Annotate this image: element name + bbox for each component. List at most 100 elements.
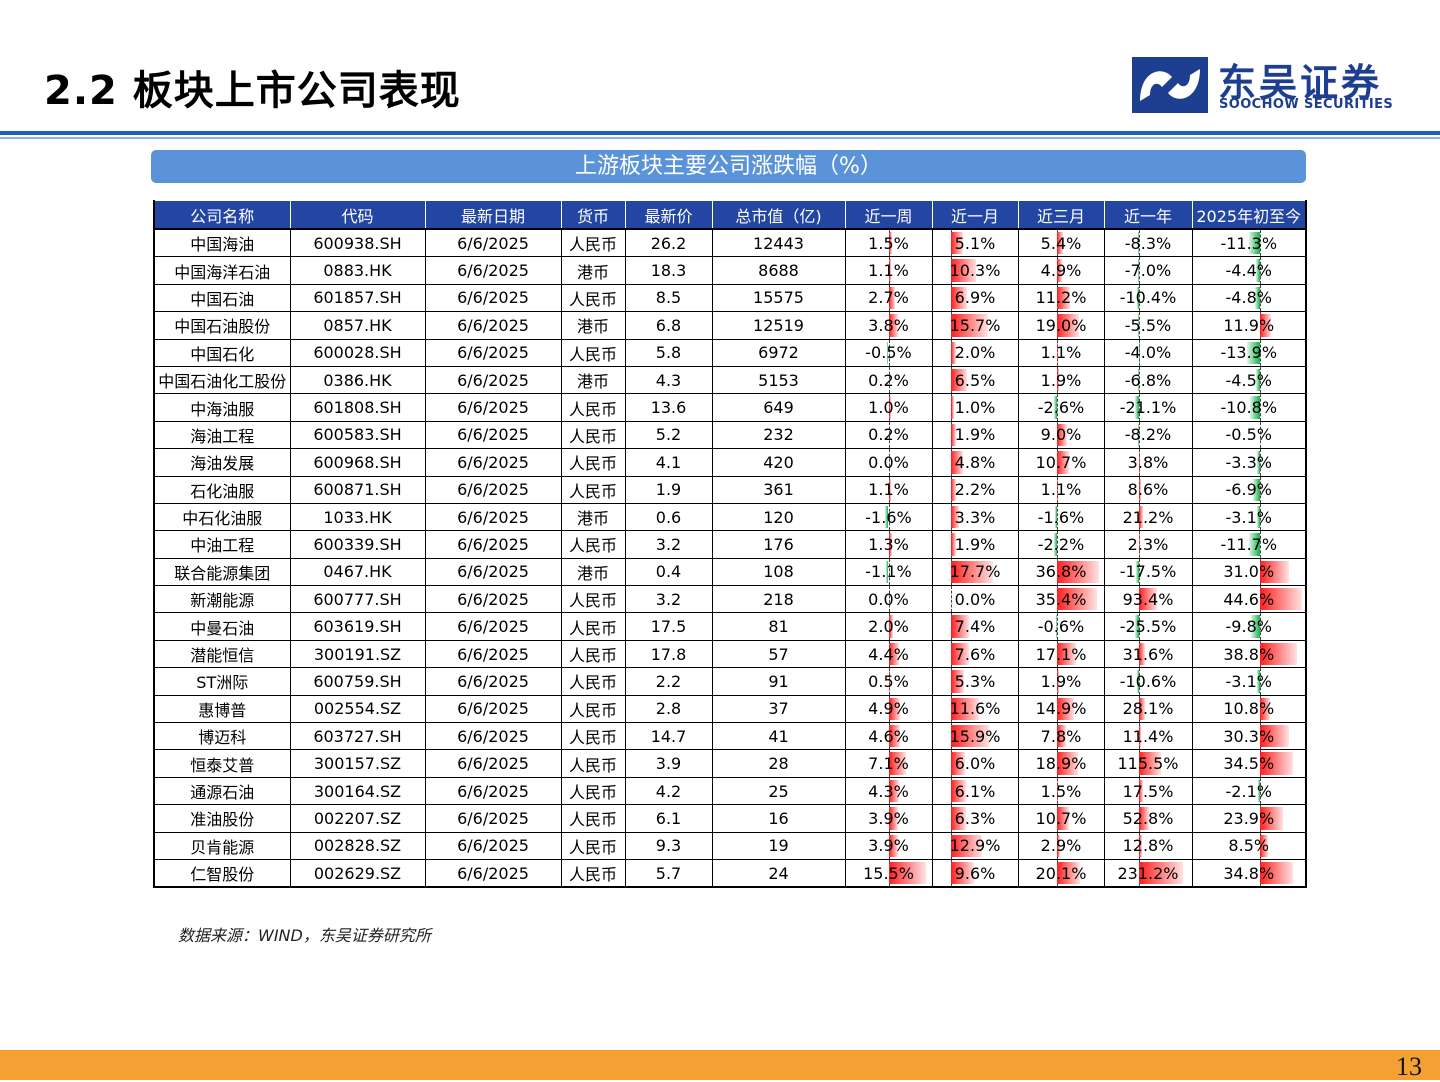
table-cell: 14.7	[625, 723, 712, 750]
table-cell: 232	[712, 421, 845, 448]
table-cell: 6/6/2025	[425, 723, 561, 750]
cell-value: 1.0%	[868, 398, 909, 417]
cell-value: 18.9%	[1036, 754, 1087, 773]
cell-value: 6.0%	[955, 754, 996, 773]
table-cell: 600968.SH	[290, 449, 425, 476]
cell-value: 7.1%	[868, 754, 909, 773]
cell-value: 1.9%	[1041, 672, 1082, 691]
table-cell: 0.0%	[845, 449, 932, 476]
table-cell: 93.4%	[1104, 586, 1192, 613]
cell-value: 0.0%	[955, 590, 996, 609]
table-cell: 6/6/2025	[425, 777, 561, 804]
table-cell: 1.9%	[1018, 668, 1104, 695]
table-cell: 20.1%	[1018, 859, 1104, 887]
table-cell: 港币	[561, 558, 625, 585]
table-cell: 6/6/2025	[425, 503, 561, 530]
table-cell: 人民币	[561, 805, 625, 832]
cell-value: -1.6%	[1038, 508, 1084, 527]
table-cell: 6/6/2025	[425, 750, 561, 777]
table-cell: 36.8%	[1018, 558, 1104, 585]
table-cell: -21.1%	[1104, 394, 1192, 421]
table-cell: -17.5%	[1104, 558, 1192, 585]
table-cell: 6/6/2025	[425, 312, 561, 339]
table-cell: 6.5%	[932, 366, 1018, 393]
table-cell: 6/6/2025	[425, 339, 561, 366]
table-cell: 1.1%	[845, 257, 932, 284]
table-cell: 601808.SH	[290, 394, 425, 421]
table-cell: 5153	[712, 366, 845, 393]
cell-value: 93.4%	[1123, 590, 1174, 609]
table-cell: 18.9%	[1018, 750, 1104, 777]
cell-value: -6.9%	[1226, 480, 1272, 499]
table-cell: 人民币	[561, 476, 625, 503]
table-cell: 600777.SH	[290, 586, 425, 613]
cell-value: 4.9%	[1041, 261, 1082, 280]
cell-value: -3.3%	[1226, 453, 1272, 472]
table-cell: 海油工程	[154, 421, 290, 448]
table-cell: 0857.HK	[290, 312, 425, 339]
table-cell: -3.3%	[1192, 449, 1306, 476]
table-cell: 0.0%	[932, 586, 1018, 613]
cell-value: 1.9%	[1041, 371, 1082, 390]
cell-value: 44.6%	[1223, 590, 1274, 609]
cell-value: 17.5%	[1123, 782, 1174, 801]
table-cell: 300191.SZ	[290, 640, 425, 667]
table-cell: 人民币	[561, 531, 625, 558]
table-cell: 4.9%	[1018, 257, 1104, 284]
table-cell: 准油股份	[154, 805, 290, 832]
cell-value: 1.1%	[868, 261, 909, 280]
table-cell: 9.3	[625, 832, 712, 859]
cell-value: 6.3%	[955, 809, 996, 828]
cell-value: -13.9%	[1220, 343, 1277, 362]
cell-value: 19.0%	[1036, 316, 1087, 335]
table-cell: 联合能源集团	[154, 558, 290, 585]
cell-value: 15.7%	[950, 316, 1001, 335]
table-cell: 6/6/2025	[425, 394, 561, 421]
table-cell: 0.0%	[845, 586, 932, 613]
cell-value: 10.7%	[1036, 809, 1087, 828]
cell-value: 34.8%	[1223, 864, 1274, 883]
cell-value: 10.7%	[1036, 453, 1087, 472]
table-cell: 3.2	[625, 586, 712, 613]
table-cell: 3.8%	[1104, 449, 1192, 476]
table-cell: -10.4%	[1104, 284, 1192, 311]
table-cell: 15575	[712, 284, 845, 311]
table-cell: -2.6%	[1018, 394, 1104, 421]
table-cell: 6/6/2025	[425, 449, 561, 476]
table-cell: 人民币	[561, 229, 625, 257]
cell-value: -17.5%	[1120, 562, 1177, 581]
cell-value: 11.2%	[1036, 288, 1087, 307]
header-divider	[0, 131, 1440, 135]
table-cell: 2.0%	[932, 339, 1018, 366]
cell-value: 11.4%	[1123, 727, 1174, 746]
table-cell: 9.0%	[1018, 421, 1104, 448]
table-cell: 中国石油	[154, 284, 290, 311]
table-cell: 6.1%	[932, 777, 1018, 804]
table-cell: 人民币	[561, 613, 625, 640]
cell-value: 4.6%	[868, 727, 909, 746]
cell-value: 23.9%	[1223, 809, 1274, 828]
cell-value: 1.5%	[1041, 782, 1082, 801]
cell-value: 7.4%	[955, 617, 996, 636]
table-cell: 3.9%	[845, 832, 932, 859]
table-cell: 4.4%	[845, 640, 932, 667]
table-cell: 人民币	[561, 394, 625, 421]
table-cell: 4.6%	[845, 723, 932, 750]
cell-value: -0.6%	[1038, 617, 1084, 636]
cell-value: 1.1%	[868, 480, 909, 499]
table-cell: 25	[712, 777, 845, 804]
table-cell: 2.0%	[845, 613, 932, 640]
table-cell: 4.9%	[845, 695, 932, 722]
table-cell: 600871.SH	[290, 476, 425, 503]
table-cell: 7.1%	[845, 750, 932, 777]
table-cell: 0467.HK	[290, 558, 425, 585]
table-cell: 惠博普	[154, 695, 290, 722]
cell-value: 6.5%	[955, 371, 996, 390]
cell-value: 3.9%	[868, 836, 909, 855]
table-cell: 002554.SZ	[290, 695, 425, 722]
table-cell: 新潮能源	[154, 586, 290, 613]
